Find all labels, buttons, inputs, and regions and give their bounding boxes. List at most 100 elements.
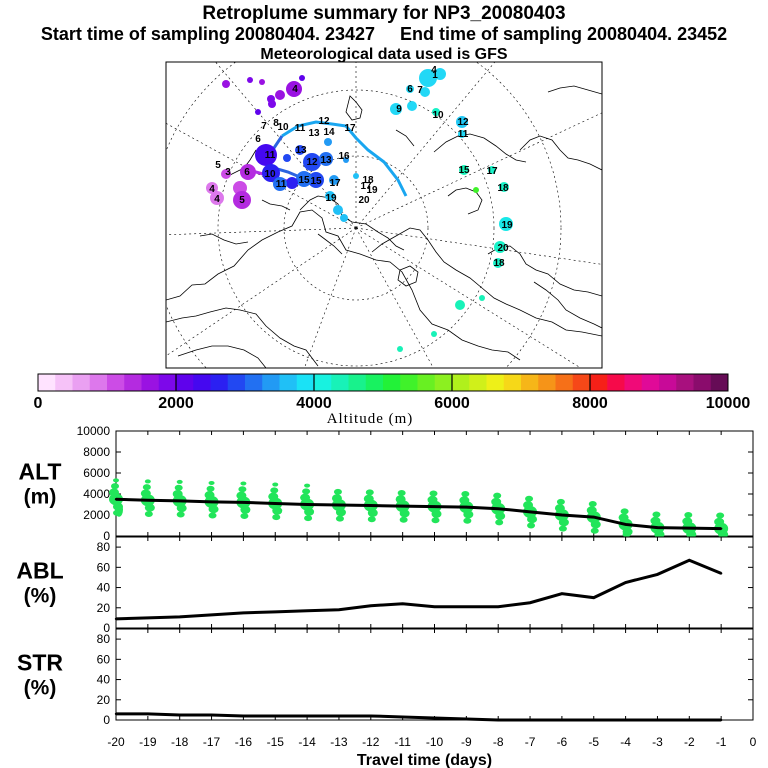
abl-data-point — [178, 615, 181, 619]
altitude-dot — [590, 520, 601, 529]
colorbar-swatch — [55, 374, 73, 391]
alt-data-point — [688, 526, 691, 530]
abl-data-point — [114, 617, 118, 621]
altitude-dot — [240, 505, 251, 514]
altitude-dot — [333, 488, 342, 495]
y-tick-label: 4000 — [83, 487, 110, 501]
plume-dot — [329, 175, 339, 185]
plume-day-label: 18 — [362, 175, 374, 186]
altitude-dot — [459, 496, 470, 505]
plume-dot — [262, 164, 280, 182]
plume-day-label: 20 — [358, 195, 370, 206]
y-tick-label: 0 — [103, 713, 110, 727]
colorbar-swatch — [107, 374, 125, 391]
colorbar-frame — [37, 373, 729, 392]
plume-dot — [275, 90, 285, 100]
altitude-dot — [682, 517, 693, 526]
plume-day-label: 9 — [396, 104, 402, 115]
plume-dot — [247, 77, 253, 83]
alt-data-point — [433, 505, 436, 508]
map-graticule — [166, 62, 602, 368]
colorbar-swatch — [365, 374, 384, 391]
colorbar-swatch — [296, 374, 315, 391]
alt-panel: 0 2000 4000 6000 8000 10000 ALT(m) — [18, 424, 754, 543]
alt-data-point — [210, 500, 213, 504]
altitude-dot — [556, 498, 565, 505]
colorbar-swatch — [210, 374, 229, 391]
colorbar-swatch — [141, 374, 160, 391]
altitude-dot — [493, 492, 502, 499]
plume-dot — [286, 177, 298, 189]
alt-data-point — [528, 510, 532, 514]
colorbar-tick-label: 8000 — [572, 395, 608, 412]
plume-dot — [283, 154, 291, 162]
altitude-dot — [525, 495, 534, 502]
plume-dot — [499, 217, 513, 231]
plume-dot — [488, 166, 496, 174]
plume-day-label: 13 — [308, 128, 320, 139]
altitude-dot — [558, 518, 569, 527]
alt-data-point — [242, 501, 245, 504]
abl-data-point — [274, 610, 277, 614]
sampling-time-line: Start time of sampling 20080404. 23427 E… — [40, 24, 728, 44]
alt-data-point — [337, 503, 341, 507]
plume-day-label: 16 — [338, 151, 350, 162]
plume-dot — [458, 130, 466, 138]
altitude-dot — [461, 491, 470, 497]
colorbar-swatch — [227, 374, 246, 391]
plume-dot — [233, 191, 251, 209]
colorbar-tick-label: 0 — [34, 395, 43, 412]
altitude-dot — [395, 495, 406, 504]
abl-data-point — [242, 611, 245, 615]
altitude-dot — [272, 506, 283, 515]
y-tick-label: 60 — [97, 652, 111, 666]
colorbar-swatch — [124, 374, 142, 391]
plume-dot — [406, 85, 414, 93]
colorbar-swatch — [331, 374, 349, 391]
plume-dot — [296, 171, 312, 187]
altitude-dot — [495, 512, 506, 521]
colorbar-swatch — [555, 374, 574, 391]
colorbar-swatch — [434, 374, 453, 391]
altitude-dot — [558, 525, 567, 532]
abl-data-point — [401, 602, 404, 605]
plume-day-label: 11 — [458, 129, 469, 140]
plume-day-label: 1 — [432, 70, 438, 81]
panel-ylabel: ALT — [18, 459, 61, 485]
abl-data-point — [337, 608, 341, 611]
altitude-dot — [367, 516, 376, 523]
altitude-dot — [176, 511, 185, 518]
plume-day-label: 19 — [325, 193, 337, 204]
altitude-dot — [684, 512, 693, 518]
x-tick-label: -11 — [394, 735, 411, 749]
chart-title: Retroplume summary for NP3_20080403 — [202, 3, 566, 24]
str-data-point — [114, 712, 118, 716]
altitude-dot — [302, 488, 311, 495]
plume-day-label: 6 — [244, 167, 250, 178]
alt-series-line — [115, 497, 722, 531]
str-data-point — [274, 714, 277, 718]
abl-data-point — [465, 605, 468, 608]
str-data-point — [560, 718, 564, 722]
plume-day-label: 12 — [318, 116, 330, 127]
altitude-dot — [144, 479, 151, 484]
alt-data-point — [719, 527, 723, 530]
x-axis-label: Travel time (days) — [357, 752, 492, 768]
str-data-point — [624, 718, 627, 722]
plume-dot — [308, 172, 324, 188]
x-tick-label: -2 — [684, 735, 695, 749]
abl-panel: 0 20 40 60 80 ABL(%) — [16, 536, 754, 635]
plume-day-label: 18 — [493, 258, 505, 269]
x-tick-label: -18 — [171, 735, 189, 749]
colorbar-tick-label: 4000 — [296, 395, 332, 412]
alt-data-point — [656, 526, 659, 529]
altitude-dot — [240, 513, 249, 520]
colorbar-swatch — [245, 374, 263, 391]
plume-dot — [299, 75, 305, 81]
plume-dot — [431, 331, 437, 337]
altitude-dot — [111, 483, 119, 490]
alt-data-point — [274, 502, 277, 505]
colorbar-swatch — [676, 374, 694, 391]
